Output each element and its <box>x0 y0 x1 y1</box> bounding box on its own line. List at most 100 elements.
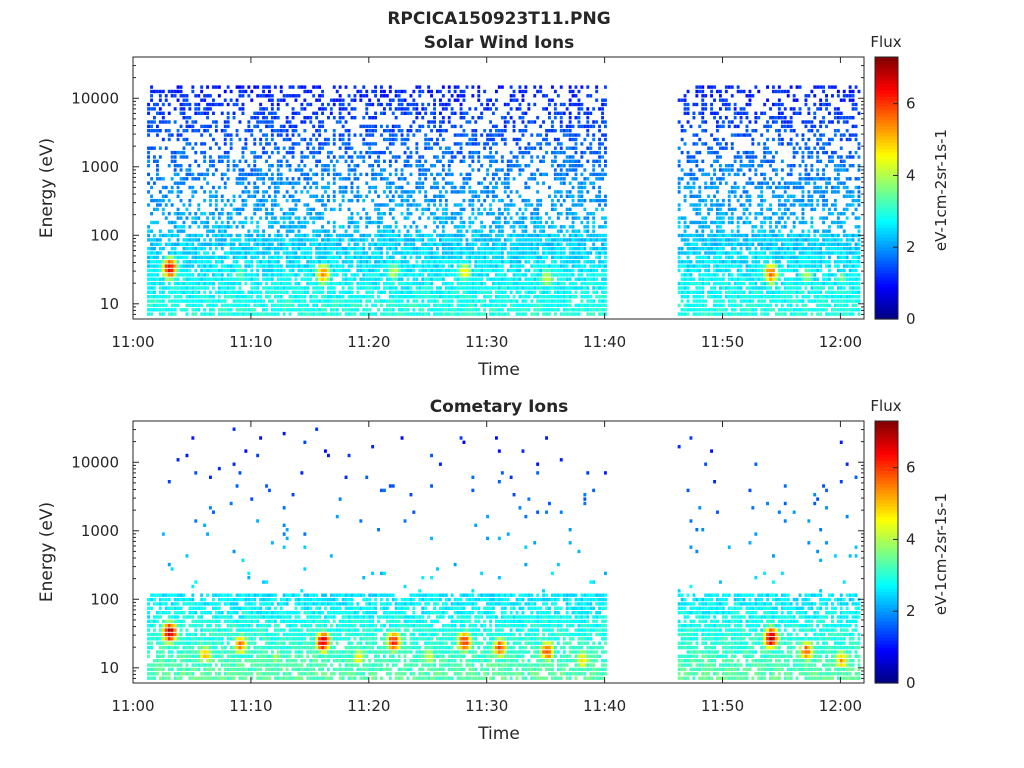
spectrogram-cell <box>524 242 528 246</box>
spectrogram-cell <box>536 242 540 246</box>
spectrogram-cell <box>430 137 433 142</box>
spectrogram-cell <box>259 172 263 177</box>
spectrogram-cell <box>262 233 265 238</box>
spectrogram-cell <box>368 129 372 133</box>
spectrogram-cell <box>200 142 204 146</box>
spectrogram-cell <box>444 299 448 303</box>
spectrogram-cell <box>315 286 319 290</box>
spectrogram-cell <box>285 198 289 203</box>
spectrogram-cell <box>164 273 168 277</box>
spectrogram-cell <box>368 295 372 299</box>
spectrogram-cell <box>524 233 528 238</box>
spectrogram-cell <box>226 85 230 89</box>
spectrogram-cell <box>321 312 324 316</box>
spectrogram-cell <box>512 124 516 129</box>
spectrogram-cell <box>524 203 528 207</box>
spectrogram-cell <box>574 233 578 238</box>
spectrogram-cell <box>559 129 563 133</box>
spectrogram-cell <box>459 303 463 308</box>
spectrogram-cell <box>226 273 230 277</box>
spectrogram-cell <box>418 264 422 268</box>
spectrogram-cell <box>297 281 301 286</box>
spectrogram-cell <box>545 142 548 146</box>
spectrogram-cell <box>497 229 501 233</box>
spectrogram-cell <box>480 246 484 251</box>
spectrogram-cell <box>220 312 224 316</box>
spectrogram-cell <box>388 260 392 264</box>
spectrogram-cell <box>229 98 233 102</box>
spectrogram-cell <box>568 116 572 120</box>
spectrogram-cell <box>359 133 363 137</box>
spectrogram-cell <box>179 255 183 260</box>
spectrogram-cell <box>503 246 507 251</box>
spectrogram-cell <box>368 155 372 159</box>
spectrogram-cell <box>327 172 330 177</box>
spectrogram-cell <box>324 268 327 273</box>
spectrogram-cell <box>677 207 681 212</box>
spectrogram-cell <box>509 98 513 102</box>
spectrogram-cell <box>291 229 295 233</box>
spectrogram-cell <box>521 168 525 172</box>
spectrogram-cell <box>365 216 369 220</box>
spectrogram-cell <box>456 264 460 268</box>
spectrogram-cell <box>521 220 525 225</box>
spectrogram-cell <box>321 251 324 255</box>
spectrogram-cell <box>468 155 472 159</box>
spectrogram-cell <box>229 146 233 150</box>
spectrogram-cell <box>214 203 218 207</box>
spectrogram-cell <box>565 168 569 172</box>
spectrogram-cell <box>403 150 407 155</box>
spectrogram-cell <box>191 185 195 190</box>
spectrogram-cell <box>268 273 271 277</box>
spectrogram-cell <box>380 124 383 129</box>
spectrogram-cell <box>680 308 684 312</box>
spectrogram-cell <box>232 238 236 242</box>
spectrogram-cell <box>247 124 251 129</box>
spectrogram-cell <box>465 286 469 290</box>
spectrogram-cell <box>571 102 575 107</box>
spectrogram-cell <box>297 255 301 260</box>
spectrogram-cell <box>568 290 572 294</box>
spectrogram-cell <box>309 312 313 316</box>
spectrogram-cell <box>403 303 407 308</box>
spectrogram-cell <box>586 251 590 255</box>
spectrogram-cell <box>256 233 260 238</box>
spectrogram-cell <box>571 203 575 207</box>
spectrogram-cell <box>548 216 551 220</box>
spectrogram-cell <box>209 155 212 159</box>
spectrogram-cell <box>253 273 257 277</box>
spectrogram-cell <box>197 308 201 312</box>
spectrogram-cell <box>206 268 209 273</box>
spectrogram-cell <box>197 129 201 133</box>
spectrogram-cell <box>397 98 401 102</box>
spectrogram-cell <box>380 246 383 251</box>
spectrogram-cell <box>580 85 584 89</box>
spectrogram-cell <box>433 299 436 303</box>
spectrogram-cell <box>309 185 313 190</box>
spectrogram-cell <box>503 242 507 246</box>
spectrogram-cell <box>477 159 481 163</box>
spectrogram-cell <box>380 216 383 220</box>
spectrogram-cell <box>356 260 360 264</box>
spectrogram-cell <box>433 98 436 102</box>
spectrogram-cell <box>188 164 192 168</box>
spectrogram-cell <box>524 164 528 168</box>
spectrogram-cell <box>229 273 233 277</box>
spectrogram-cell <box>391 129 395 133</box>
spectrogram-cell <box>206 181 209 185</box>
spectrogram-cell <box>303 277 307 281</box>
spectrogram-cell <box>553 146 557 150</box>
spectrogram-cell <box>212 85 215 89</box>
spectrogram-cell <box>548 116 551 120</box>
spectrogram-cell <box>462 277 466 281</box>
spectrogram-cell <box>459 102 463 107</box>
spectrogram-cell <box>415 299 419 303</box>
spectrogram-cell <box>533 85 537 89</box>
spectrogram-cell <box>203 107 207 111</box>
spectrogram-cell <box>518 308 522 312</box>
spectrogram-cell <box>536 277 540 281</box>
spectrogram-cell <box>312 286 316 290</box>
spectrogram-cell <box>197 260 201 264</box>
spectrogram-cell <box>268 220 271 225</box>
spectrogram-cell <box>270 220 274 225</box>
